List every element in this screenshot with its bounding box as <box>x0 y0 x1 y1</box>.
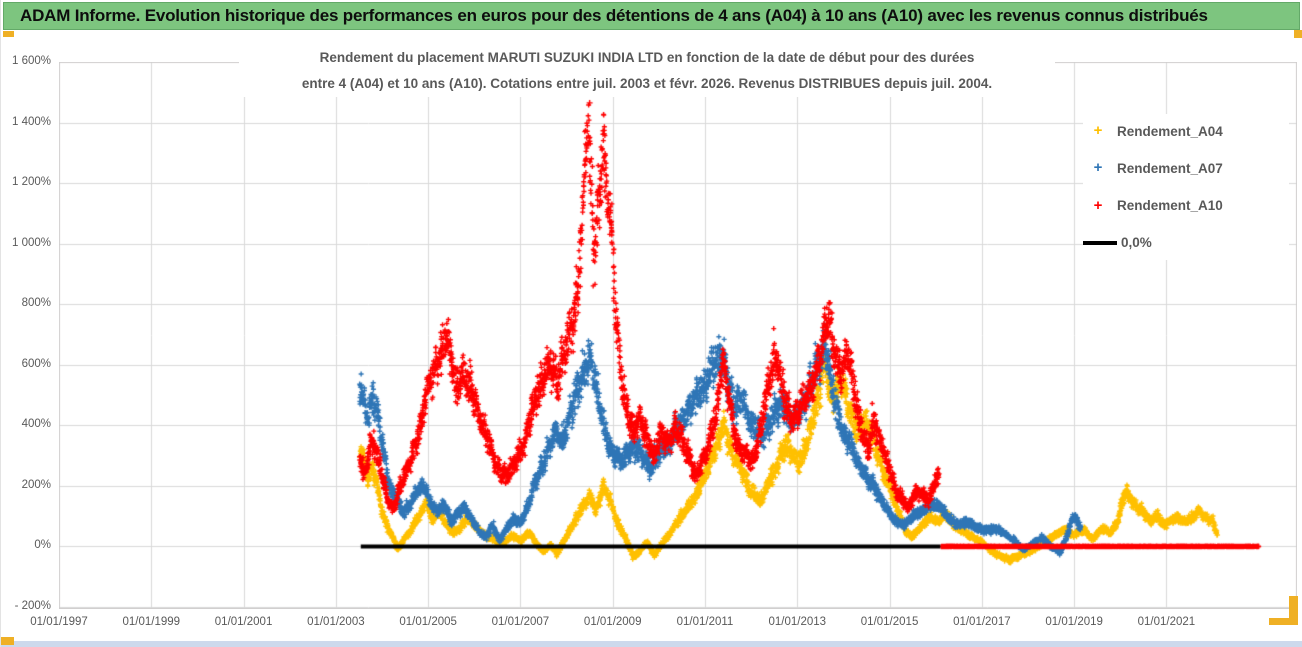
legend-label: Rendement_A10 <box>1117 198 1223 214</box>
legend: + Rendement_A04 + Rendement_A07 + Rendem… <box>1083 114 1289 260</box>
x-tick-label: 01/01/2013 <box>768 616 827 628</box>
legend-label: 0,0% <box>1121 235 1152 251</box>
x-tick-label: 01/01/1997 <box>30 616 88 628</box>
x-tick-label: 01/01/2003 <box>307 616 365 628</box>
bottom-window-strip <box>1 641 1302 647</box>
chart-title-line1: Rendement du placement MARUTI SUZUKI IND… <box>319 50 975 65</box>
chart-title-line2: entre 4 (A04) et 10 ans (A10). Cotations… <box>301 76 993 91</box>
zero-line-swatch <box>1083 240 1117 245</box>
y-tick-label: 1 200% <box>11 176 51 189</box>
y-tick-label: 600% <box>21 357 51 370</box>
legend-item-zero-line[interactable]: 0,0% <box>1083 230 1289 256</box>
plus-marker-icon: + <box>1093 159 1103 177</box>
plus-marker-icon: + <box>1093 122 1103 139</box>
plus-marker-icon: + <box>1093 196 1103 214</box>
y-tick-label: 800% <box>21 297 51 310</box>
chart-title: Rendement du placement MARUTI SUZUKI IND… <box>239 45 1055 97</box>
x-tick-label: 01/01/2005 <box>399 616 457 628</box>
y-tick-label: 200% <box>21 478 51 491</box>
x-tick-label: 01/01/1999 <box>122 616 181 628</box>
x-tick-label: 01/01/2017 <box>953 616 1011 628</box>
legend-item-rendement-a10[interactable]: + Rendement_A10 <box>1083 193 1289 219</box>
x-tick-label: 01/01/2001 <box>214 616 273 628</box>
selection-handle-top-right[interactable] <box>1294 30 1302 38</box>
legend-label: Rendement_A04 <box>1117 123 1223 139</box>
legend-item-rendement-a04[interactable]: + Rendement_A04 <box>1083 118 1289 144</box>
x-tick-label: 01/01/2007 <box>491 616 550 628</box>
x-tick-label: 01/01/2019 <box>1045 616 1103 628</box>
banner-title-text: ADAM Informe. Evolution historique des p… <box>20 6 1208 25</box>
y-tick-label: - 200% <box>14 600 51 612</box>
y-tick-label: 0% <box>34 539 51 552</box>
selection-handle-bottom-right-vertical[interactable] <box>1289 596 1298 625</box>
x-tick-label: 01/01/2021 <box>1137 616 1196 628</box>
x-tick-label: 01/01/2009 <box>583 616 642 628</box>
x-tick-label: 01/01/2011 <box>676 616 734 628</box>
y-tick-label: 1 600% <box>11 55 51 67</box>
banner-title: ADAM Informe. Evolution historique des p… <box>3 2 1300 30</box>
y-tick-label: 400% <box>21 418 51 431</box>
legend-label: Rendement_A07 <box>1117 160 1223 176</box>
y-tick-label: 1 400% <box>11 115 51 128</box>
selection-handle-bottom-left[interactable] <box>1 637 14 645</box>
y-tick-label: 1 000% <box>11 236 51 249</box>
legend-item-rendement-a07[interactable]: + Rendement_A07 <box>1083 155 1289 181</box>
x-tick-label: 01/01/2015 <box>860 616 919 628</box>
selection-handle-top-left[interactable] <box>3 31 14 37</box>
selection-handle-bottom-right-horizontal[interactable] <box>1269 618 1298 625</box>
